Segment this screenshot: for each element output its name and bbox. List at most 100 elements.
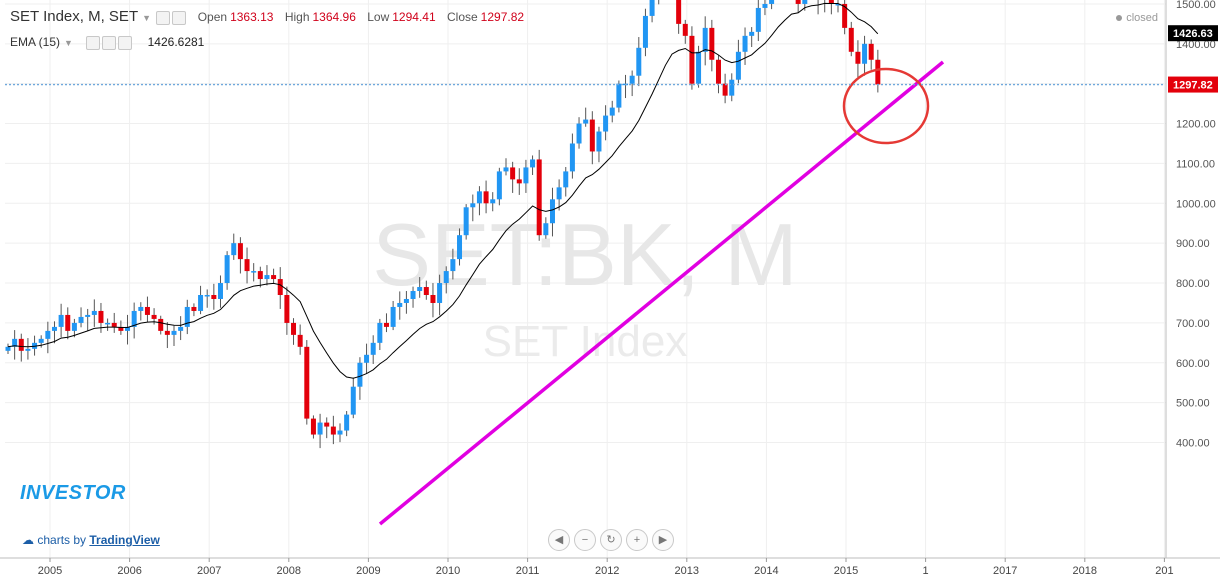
candle-body	[589, 119, 595, 152]
symbol-title[interactable]: SET Index, M, SET	[10, 8, 139, 25]
trendline	[378, 60, 945, 526]
gear-icon[interactable]	[102, 35, 117, 50]
candle-body	[184, 306, 190, 327]
market-status: closed	[1116, 12, 1158, 24]
candle-body	[138, 306, 144, 311]
candle-body	[450, 259, 456, 272]
candle-body	[297, 334, 303, 347]
gear-icon[interactable]	[172, 10, 187, 25]
navigation-buttons: ◀ − ↻ + ▶	[548, 529, 678, 551]
watermark-symbol: SET:BK, M	[372, 205, 797, 304]
candle-body	[171, 330, 177, 335]
y-tick-label: 900.00	[1176, 238, 1210, 250]
candle-body	[78, 316, 84, 323]
candle-body	[629, 75, 635, 84]
zoom-out-icon[interactable]: −	[574, 529, 596, 551]
candle-body	[118, 326, 124, 331]
candle-body	[397, 302, 403, 307]
candle-body	[689, 35, 695, 84]
candle-body	[715, 59, 721, 84]
y-tick-label: 1200.00	[1176, 119, 1216, 131]
candle-body	[762, 3, 768, 8]
candle-body	[85, 314, 91, 317]
candle-body	[603, 115, 609, 132]
candle-body	[709, 27, 715, 60]
close-price-tag-bg	[1168, 76, 1218, 93]
ema-label[interactable]: EMA (15)	[10, 35, 61, 49]
candle-body	[490, 199, 496, 204]
candle-body	[543, 223, 549, 236]
candle-body	[291, 322, 297, 335]
x-tick-label: 2008	[277, 565, 301, 577]
open-value: 1363.13	[230, 10, 274, 24]
candle-body	[769, 0, 775, 4]
candle-body	[423, 287, 429, 296]
candle-body	[729, 79, 735, 96]
candle-body	[330, 426, 336, 435]
price-axis: 400.00 500.00 600.00 700.00 800.00 900.00 1000…	[1165, 0, 1216, 558]
candle-body	[510, 167, 516, 180]
candle-body	[257, 271, 263, 280]
candle-body	[802, 0, 808, 4]
x-tick-label: 2005	[38, 565, 62, 577]
scroll-right-icon[interactable]: ▶	[652, 529, 674, 551]
candle-body	[151, 314, 157, 319]
chevron-down-icon[interactable]: ▼	[64, 38, 73, 48]
tradingview-credit[interactable]: ☁ charts by TradingView	[22, 533, 160, 547]
open-label: Open	[197, 10, 228, 24]
candle-body	[722, 83, 728, 96]
candle-body	[105, 322, 111, 325]
ema-line	[7, 2, 879, 379]
indicator-header: EMA (15) ▼ 1426.6281	[10, 35, 204, 50]
candle-body	[383, 322, 389, 327]
y-tick-label: 1400.00	[1176, 39, 1216, 51]
investor-logo: INVESTOR	[20, 482, 126, 504]
zoom-in-icon[interactable]: +	[626, 529, 648, 551]
candle-body	[5, 346, 11, 351]
candle-body	[556, 187, 562, 200]
eye-icon[interactable]	[86, 35, 101, 50]
candle-body	[563, 171, 569, 188]
eye-icon[interactable]	[156, 10, 171, 25]
candle-body	[131, 310, 137, 327]
x-tick-label: 201	[1155, 565, 1173, 577]
candle-body	[244, 259, 250, 272]
candle-body	[596, 131, 602, 152]
watermark-name: SET Index	[483, 317, 688, 366]
candle-body	[158, 318, 164, 331]
y-tick-label: 600.00	[1176, 358, 1210, 370]
x-tick-label: 2013	[675, 565, 699, 577]
status-dot-icon	[1116, 15, 1123, 22]
candle-body	[530, 159, 536, 168]
close-icon[interactable]	[118, 35, 133, 50]
candle-body	[317, 422, 323, 435]
scroll-left-icon[interactable]: ◀	[548, 529, 570, 551]
candle-body	[178, 326, 184, 331]
reset-icon[interactable]: ↻	[600, 529, 622, 551]
candle-body	[682, 23, 688, 36]
candle-body	[842, 3, 848, 28]
candle-body	[204, 295, 210, 297]
candle-body	[742, 35, 748, 52]
candlestick-series	[5, 0, 881, 449]
candle-body	[18, 338, 24, 351]
candle-body	[795, 0, 801, 4]
candle-body	[417, 287, 423, 292]
y-tick-label: 1000.00	[1176, 198, 1216, 210]
ema-price-tag: 1426.63	[1173, 28, 1213, 40]
candle-body	[642, 15, 648, 48]
candle-body	[875, 59, 881, 85]
symbol-header: SET Index, M, SET ▼ Open 1363.13 High 1364.…	[10, 8, 524, 25]
candle-body	[284, 295, 290, 323]
candle-body	[125, 326, 131, 331]
candle-body	[457, 235, 463, 260]
candle-body	[337, 430, 343, 435]
tradingview-link[interactable]: TradingView	[89, 533, 160, 547]
candle-body	[71, 322, 77, 331]
candle-body	[470, 203, 476, 208]
chevron-down-icon[interactable]: ▼	[142, 13, 152, 23]
x-tick-label: 2014	[754, 565, 778, 577]
candle-body	[437, 283, 443, 303]
candle-body	[755, 7, 761, 32]
